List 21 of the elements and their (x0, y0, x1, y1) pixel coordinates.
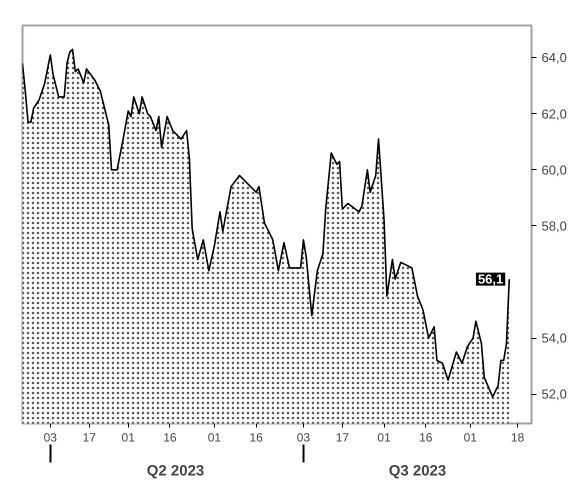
y-tick-label: 54,0 (542, 330, 567, 346)
y-tick-label: 60,0 (542, 162, 567, 178)
x2-tick-label: Q2 2023 (146, 462, 204, 480)
x-tick-label: 16 (163, 430, 177, 444)
x-tick-label: 17 (82, 430, 96, 444)
y-tick-label: 62,0 (542, 106, 567, 122)
annotation: 56,1 (478, 272, 504, 287)
x-tick-label: 16 (249, 430, 264, 444)
x-tick-label: 16 (419, 430, 433, 444)
x-tick-label: 03 (296, 430, 310, 444)
x2-tick-label: Q3 2023 (388, 462, 446, 480)
y-tick-label: 64,0 (542, 50, 567, 66)
x-tick-label: 01 (464, 430, 478, 444)
y-tick-label: 52,0 (542, 386, 567, 402)
x-tick-label: 03 (44, 430, 58, 444)
x-tick-label: 18 (510, 430, 525, 444)
x-tick-label: 01 (122, 430, 136, 444)
x-tick-label: 01 (208, 430, 222, 444)
y-tick-label: 58,0 (542, 218, 567, 234)
x-tick-label: 01 (377, 430, 392, 444)
x-tick-label: 17 (336, 430, 350, 444)
